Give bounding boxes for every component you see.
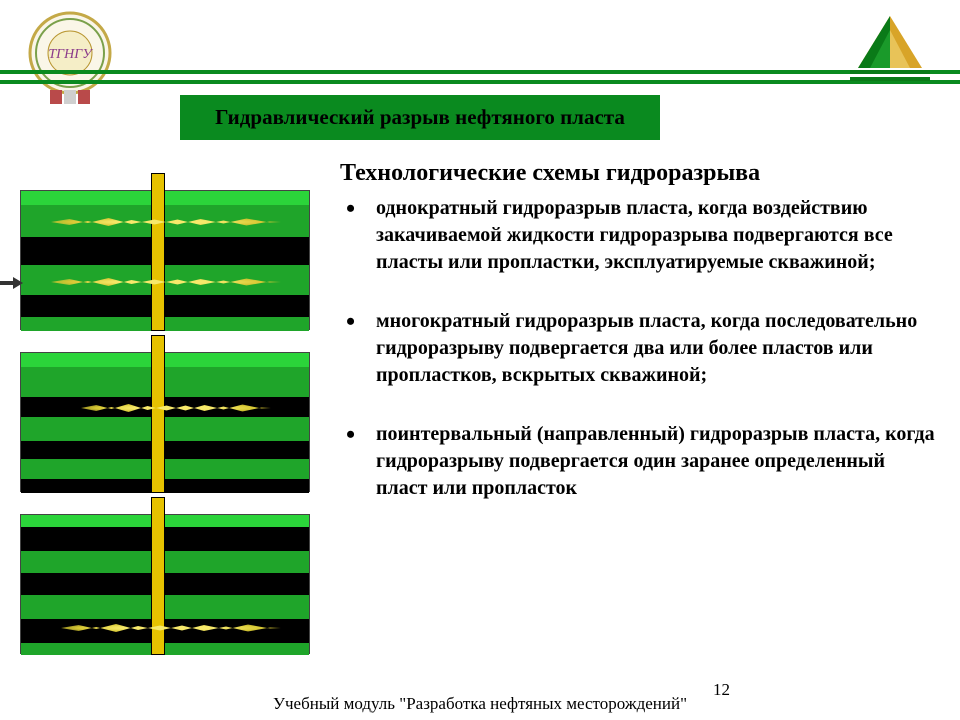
svg-text:ТГНГУ: ТГНГУ xyxy=(48,47,93,62)
diagram-1 xyxy=(20,190,310,330)
institution-emblem: ТГНГУ xyxy=(20,8,120,108)
scheme-list: однократный гидроразрыв пласта, когда во… xyxy=(340,195,940,502)
strata-layer xyxy=(21,459,309,479)
strata-layer xyxy=(21,441,309,459)
flow-arrow-icon xyxy=(0,281,15,285)
subtitle: Технологические схемы гидроразрыва xyxy=(340,160,940,187)
scheme-item: однократный гидроразрыв пласта, когда во… xyxy=(340,195,940,276)
strata-layer xyxy=(21,353,309,367)
strata-layer xyxy=(21,573,309,595)
strata-layer xyxy=(21,527,309,551)
strata-layer xyxy=(21,317,309,331)
strata-layer xyxy=(21,595,309,619)
strata-layer xyxy=(21,479,309,493)
strata-layer xyxy=(21,515,309,527)
header: ТГНГУ xyxy=(0,0,960,90)
strata-layer xyxy=(21,417,309,441)
strata-layer xyxy=(21,295,309,317)
diagram-3 xyxy=(20,514,310,654)
wellbore xyxy=(151,335,165,493)
footer-text: Учебный модуль "Разработка нефтяных мест… xyxy=(0,694,960,714)
scheme-item: многократный гидроразрыв пласта, когда п… xyxy=(340,308,940,389)
strata-layer xyxy=(21,191,309,205)
header-line-bottom xyxy=(0,80,960,84)
diagram-column xyxy=(20,160,320,654)
diagram-2 xyxy=(20,352,310,492)
wellbore xyxy=(151,173,165,331)
title-banner: Гидравлический разрыв нефтяного пласта xyxy=(180,95,660,140)
page-number: 12 xyxy=(713,680,730,700)
strata-layer xyxy=(21,237,309,265)
triangle-logo xyxy=(850,12,930,82)
strata-layer xyxy=(21,643,309,655)
header-line-top xyxy=(0,70,960,74)
scheme-item: поинтервальный (направленный) гидроразры… xyxy=(340,421,940,502)
strata-layer xyxy=(21,551,309,573)
content-area: Технологические схемы гидроразрыва однок… xyxy=(20,160,940,654)
text-column: Технологические схемы гидроразрыва однок… xyxy=(340,160,940,654)
strata-layer xyxy=(21,619,309,643)
wellbore xyxy=(151,497,165,655)
strata-layer xyxy=(21,367,309,397)
